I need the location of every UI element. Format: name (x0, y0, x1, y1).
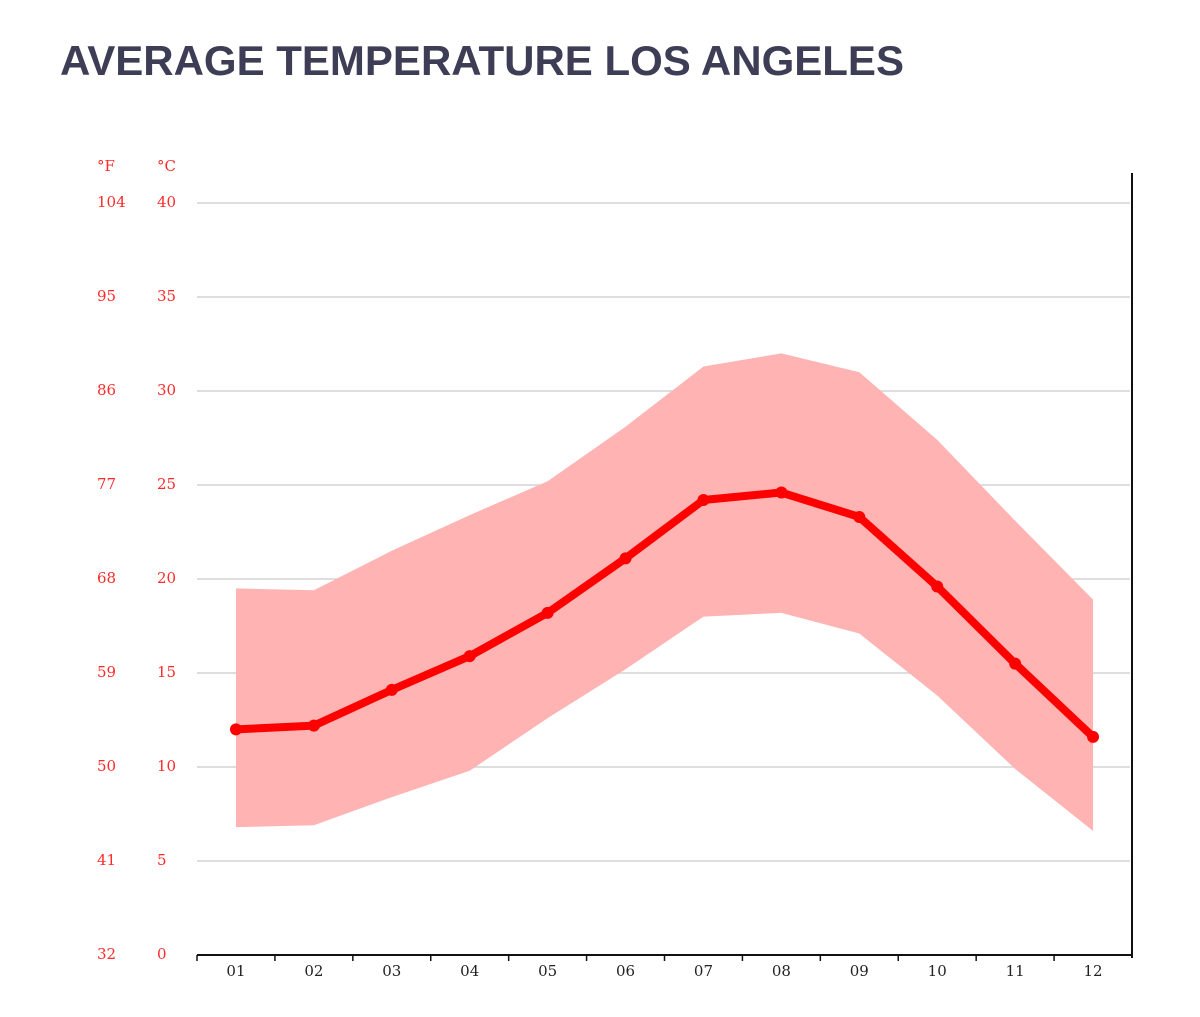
data-point (385, 683, 398, 696)
data-point (463, 650, 476, 663)
y2-tick-label: 104 (97, 193, 126, 211)
y-tick-label: 20 (157, 569, 176, 587)
data-point (307, 719, 320, 732)
data-point (619, 552, 632, 565)
y-tick-label: 10 (157, 757, 176, 775)
data-point (1009, 657, 1022, 670)
range-band (235, 353, 1094, 831)
x-tick-label: 07 (694, 962, 713, 980)
mean-line (235, 488, 1096, 740)
data-point (853, 510, 866, 523)
x-tick-label: 08 (772, 962, 791, 980)
x-tick-label: 11 (1006, 962, 1025, 980)
y-tick-label: 40 (157, 193, 176, 211)
y-tick-label: 30 (157, 381, 176, 399)
x-tick-label: 12 (1083, 962, 1102, 980)
y-tick-label: 15 (157, 663, 176, 681)
data-point (931, 580, 944, 593)
x-tick-label: 02 (304, 962, 323, 980)
y-tick-label: 25 (157, 475, 176, 493)
x-tick-label: 06 (616, 962, 635, 980)
data-point (541, 606, 554, 619)
y2-tick-label: 50 (97, 757, 116, 775)
y2-tick-label: 68 (97, 569, 116, 587)
y2-tick-label: 95 (97, 287, 116, 305)
x-tick-label: 05 (538, 962, 557, 980)
x-tick-label: 09 (850, 962, 869, 980)
y2-tick-label: 41 (97, 851, 116, 869)
data-point (229, 723, 242, 736)
y2-tick-label: 77 (97, 475, 116, 493)
data-point (697, 494, 710, 507)
y2-tick-label: 59 (97, 663, 116, 681)
y-unit: °C (157, 157, 176, 175)
x-tick-label: 10 (928, 962, 947, 980)
x-tick-label: 03 (382, 962, 401, 980)
y2-tick-label: 86 (97, 381, 116, 399)
chart-title: AVERAGE TEMPERATURE LOS ANGELES (60, 37, 904, 84)
x-tick-label: 01 (226, 962, 245, 980)
y-tick-label: 5 (157, 851, 167, 869)
y-tick-label: 35 (157, 287, 176, 305)
data-point (775, 486, 788, 499)
data-point (1087, 730, 1100, 743)
y2-tick-label: 32 (97, 945, 116, 963)
y-tick-label: 0 (157, 945, 167, 963)
x-tick-label: 04 (460, 962, 479, 980)
y2-unit: °F (97, 157, 115, 175)
